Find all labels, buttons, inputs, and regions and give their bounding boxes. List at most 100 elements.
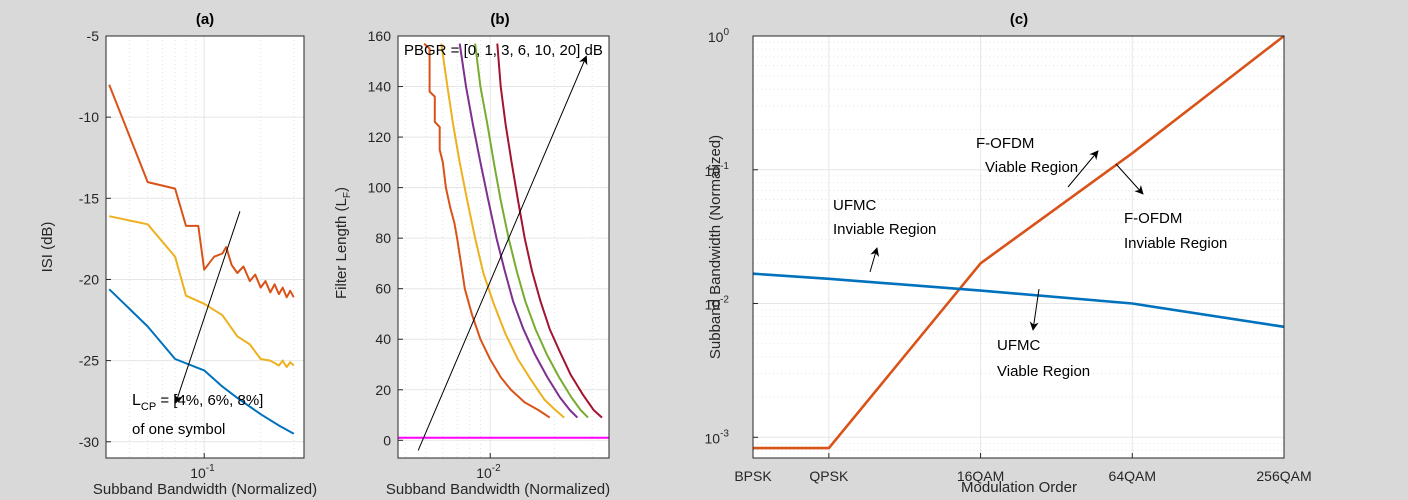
y-tick-label: 20	[375, 382, 391, 398]
lcp-base: L	[132, 392, 141, 409]
annotation-fofdm-viable-line2: Viable Region	[985, 159, 1078, 176]
annotation-ufmc-inviable: UFMC Inviable Region	[833, 197, 936, 238]
tick-base: 10	[705, 430, 721, 446]
y-tick-label: 40	[375, 331, 391, 347]
tick-exponent: -2	[720, 295, 729, 306]
panel-a-ylabel: ISI (dB)	[39, 222, 56, 273]
y-tick-label: -20	[79, 271, 99, 287]
annotation-fofdm-viable-line1: F-OFDM	[976, 135, 1034, 152]
tick-base: 10	[476, 465, 492, 481]
tick-base: 10	[705, 163, 721, 179]
tick-exponent: -2	[492, 463, 501, 474]
x-tick-label: 10-1	[190, 463, 215, 481]
annotation-fofdm-inviable-line1: F-OFDM	[1124, 210, 1182, 227]
tick-base: 10	[705, 297, 721, 313]
annotation-ufmc-inviable-line1: UFMC	[833, 197, 876, 214]
arrow-fofdm-inviable	[1115, 163, 1144, 195]
y-tick-label: -25	[79, 353, 99, 369]
lcp-subscript: CP	[141, 401, 156, 413]
series-line-0	[108, 84, 295, 299]
series-line-0	[753, 34, 1285, 450]
y-tick-label: -30	[79, 434, 99, 450]
y-tick-label: 160	[368, 28, 392, 44]
panel-c-frame	[752, 35, 1285, 459]
panel-b-ylabel: Filter Length (LF)	[333, 187, 353, 299]
panel-b-xticks: 10-2	[476, 453, 501, 481]
arrow-ufmc-inviable	[869, 247, 880, 273]
y-tick-label: 10-3	[705, 428, 730, 446]
lcp-values: = [4%, 6%, 8%]	[156, 392, 263, 409]
y-tick-label: 0	[383, 432, 391, 448]
panel-a-annotation-line2: of one symbol	[132, 421, 225, 438]
tick-base: 10	[708, 29, 724, 45]
panel-c-xticks: BPSK QPSK 16QAM 64QAM 256QAM	[734, 453, 1312, 484]
tick-exponent: -1	[720, 161, 729, 172]
panel-a-xticks: 10-1	[190, 453, 215, 481]
panel-c-ylabel: Subband Bandwidth (Normalized)	[707, 135, 724, 359]
panel-c-xlabel: Modulation Order	[961, 479, 1077, 496]
panel-a-series	[108, 84, 295, 435]
panel-b-title: (b)	[490, 11, 509, 28]
tick-exponent: -3	[720, 428, 729, 439]
panel-b-annotation: PBGR = [0, 1, 3, 6, 10, 20] dB	[404, 42, 603, 59]
series-line-2	[108, 288, 295, 435]
panel-a: -5 -10 -15 -20 -25 -30 10-1 (a) Subband Bandw…	[39, 11, 317, 498]
panel-b-xlabel: Subband Bandwidth (Normalized)	[386, 481, 610, 498]
tick-base: 10	[190, 465, 206, 481]
y-tick-label: -5	[87, 28, 100, 44]
x-tick-label: 10-2	[476, 463, 501, 481]
panel-b: 0 20 40 60 80 100 120 140 160 10-2 (b) Subband B…	[333, 11, 610, 498]
y-tick-label: 60	[375, 281, 391, 297]
panel-a-title: (a)	[196, 11, 214, 28]
series-line-1	[440, 43, 565, 419]
panel-a-arrow	[174, 211, 241, 404]
annotation-ufmc-inviable-line2: Inviable Region	[833, 221, 936, 238]
annotation-ufmc-viable-line1: UFMC	[997, 337, 1040, 354]
panel-a-plot-area	[106, 36, 304, 458]
x-tick-label: QPSK	[809, 468, 849, 484]
y-tick-label: 100	[368, 180, 392, 196]
ylabel-base: Filter Length (L	[333, 198, 350, 299]
x-tick-label: 256QAM	[1256, 468, 1311, 484]
annotation-fofdm-viable: F-OFDM Viable Region	[976, 135, 1078, 176]
x-tick-label: 16QAM	[957, 468, 1004, 484]
y-tick-label: -15	[79, 190, 99, 206]
panel-a-annotation-line1: LCP = [4%, 6%, 8%]	[132, 392, 263, 413]
annotation-fofdm-inviable-line2: Inviable Region	[1124, 235, 1227, 252]
series-line-0	[423, 42, 551, 419]
tick-exponent: 0	[723, 27, 729, 38]
annotation-ufmc-viable-line2: Viable Region	[997, 363, 1090, 380]
panel-a-xlabel: Subband Bandwidth (Normalized)	[93, 481, 317, 498]
panel-b-plot-area	[398, 36, 609, 458]
y-tick-label: 10-2	[705, 295, 730, 313]
panel-b-arrow	[417, 55, 588, 451]
panel-a-frame	[105, 35, 305, 459]
series-line-2	[458, 43, 579, 419]
panel-c-title: (c)	[1010, 11, 1028, 28]
x-tick-label: BPSK	[734, 468, 772, 484]
y-tick-label: 120	[368, 129, 392, 145]
annotation-ufmc-viable: UFMC Viable Region	[997, 337, 1090, 380]
series-line-1	[752, 272, 1285, 329]
arrow-ufmc-viable	[1029, 288, 1040, 331]
series-line-1	[108, 215, 295, 369]
ylabel-close: )	[333, 187, 350, 192]
y-tick-label: 80	[375, 230, 391, 246]
tick-exponent: -1	[206, 463, 215, 474]
series-line-4	[496, 43, 603, 419]
y-tick-label: -10	[79, 109, 99, 125]
arrow-fofdm-viable	[1067, 150, 1099, 188]
panel-b-yticks: 0 20 40 60 80 100 120 140 160	[368, 28, 403, 448]
panel-b-frame	[397, 35, 610, 459]
y-tick-label: 140	[368, 79, 392, 95]
series-line-3	[474, 43, 589, 419]
y-tick-label: 100	[708, 27, 730, 45]
ylabel-subscript: F	[342, 192, 353, 198]
panel-c-series	[752, 34, 1285, 450]
y-tick-label: 10-1	[705, 161, 730, 179]
panel-a-yticks: -5 -10 -15 -20 -25 -30	[79, 28, 111, 450]
panel-b-series	[398, 42, 609, 439]
